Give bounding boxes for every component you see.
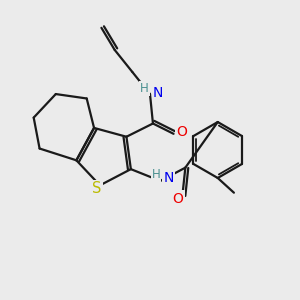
Text: O: O	[172, 192, 183, 206]
Text: N: N	[153, 85, 164, 100]
Text: S: S	[92, 181, 102, 196]
Text: N: N	[164, 171, 174, 185]
Text: H: H	[152, 168, 160, 181]
Text: O: O	[176, 125, 187, 139]
Text: H: H	[140, 82, 149, 95]
